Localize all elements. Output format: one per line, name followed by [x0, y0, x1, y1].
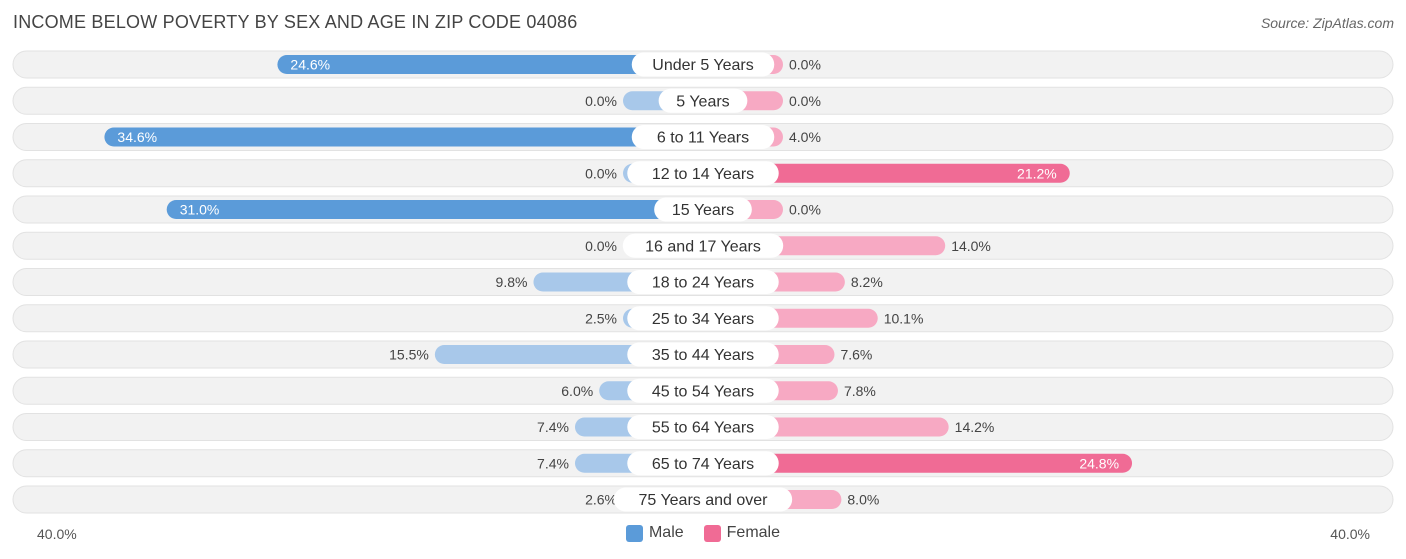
- male-value-label: 6.0%: [561, 383, 593, 399]
- male-value-label: 24.6%: [290, 57, 330, 73]
- category-pill: [627, 415, 779, 439]
- male-value-label: 0.0%: [585, 238, 617, 254]
- category-pill: [631, 52, 775, 77]
- female-value-label: 7.6%: [840, 347, 872, 363]
- category-pill: [627, 378, 779, 403]
- category-pill: [627, 306, 779, 331]
- category-label: 12 to 14 Years: [652, 166, 754, 183]
- female-value-label: 10.1%: [884, 310, 924, 326]
- category-label: 35 to 44 Years: [652, 347, 754, 364]
- category-pill: [631, 125, 775, 149]
- female-value-label: 0.0%: [789, 202, 821, 218]
- axis-left-label: 40.0%: [37, 526, 77, 542]
- category-label: 6 to 11 Years: [657, 130, 749, 147]
- female-bar: [703, 453, 1133, 473]
- category-pill: [658, 88, 748, 113]
- category-label: 18 to 24 Years: [652, 275, 754, 292]
- category-pill: [613, 487, 793, 512]
- female-value-label: 8.2%: [851, 274, 883, 290]
- category-pill: [622, 233, 784, 258]
- legend-swatch-female: [703, 524, 721, 542]
- category-label: Under 5 Years: [652, 57, 753, 74]
- category-label: 45 to 54 Years: [652, 383, 754, 400]
- category-label: 15 Years: [672, 202, 734, 219]
- legend-label-male: Male: [648, 524, 684, 541]
- male-value-label: 2.5%: [585, 310, 617, 326]
- male-bar: [166, 200, 703, 219]
- category-label: 5 Years: [676, 93, 729, 110]
- chart-title: INCOME BELOW POVERTY BY SEX AND AGE IN Z…: [13, 12, 578, 32]
- category-label: 55 to 64 Years: [652, 420, 754, 437]
- legend-swatch-male: [625, 524, 643, 542]
- male-bar: [277, 55, 703, 74]
- male-value-label: 31.0%: [180, 202, 220, 218]
- female-value-label: 7.8%: [844, 383, 876, 399]
- male-value-label: 9.8%: [496, 274, 528, 290]
- female-bar: [703, 163, 1070, 183]
- category-label: 25 to 34 Years: [652, 311, 754, 328]
- female-value-label: 21.2%: [1017, 165, 1057, 181]
- legend-item-male[interactable]: Male: [625, 524, 684, 542]
- category-pill: [627, 451, 779, 476]
- male-value-label: 0.0%: [585, 165, 617, 181]
- male-value-label: 0.0%: [585, 93, 617, 109]
- male-value-label: 15.5%: [389, 347, 429, 363]
- category-pill: [627, 270, 779, 294]
- category-label: 65 to 74 Years: [652, 456, 754, 473]
- male-value-label: 34.6%: [117, 129, 157, 145]
- category-pill: [627, 161, 779, 186]
- chart-canvas: 24.6% 0.0% Under 5 Years 0.0% 0.0% 5 Years 34.…: [12, 50, 1394, 514]
- female-value-label: 14.2%: [955, 419, 995, 435]
- legend-item-female[interactable]: Female: [703, 524, 781, 542]
- category-label: 16 and 17 Years: [645, 238, 761, 255]
- male-value-label: 7.4%: [537, 419, 569, 435]
- female-value-label: 14.0%: [951, 238, 991, 254]
- category-pill: [627, 342, 779, 367]
- male-bar: [104, 127, 704, 147]
- legend: Male Female: [0, 524, 1406, 542]
- male-value-label: 2.6%: [585, 492, 617, 508]
- female-value-label: 24.8%: [1079, 455, 1119, 471]
- legend-label-female: Female: [726, 524, 781, 541]
- female-value-label: 0.0%: [789, 57, 821, 73]
- category-label: 75 Years and over: [639, 492, 769, 509]
- source-note: Source: ZipAtlas.com: [1260, 15, 1394, 31]
- female-value-label: 0.0%: [789, 93, 821, 109]
- female-value-label: 4.0%: [789, 129, 821, 145]
- axis-right-label: 40.0%: [1330, 526, 1370, 542]
- category-pill: [654, 197, 752, 222]
- female-value-label: 8.0%: [847, 492, 879, 508]
- male-value-label: 7.4%: [537, 455, 569, 471]
